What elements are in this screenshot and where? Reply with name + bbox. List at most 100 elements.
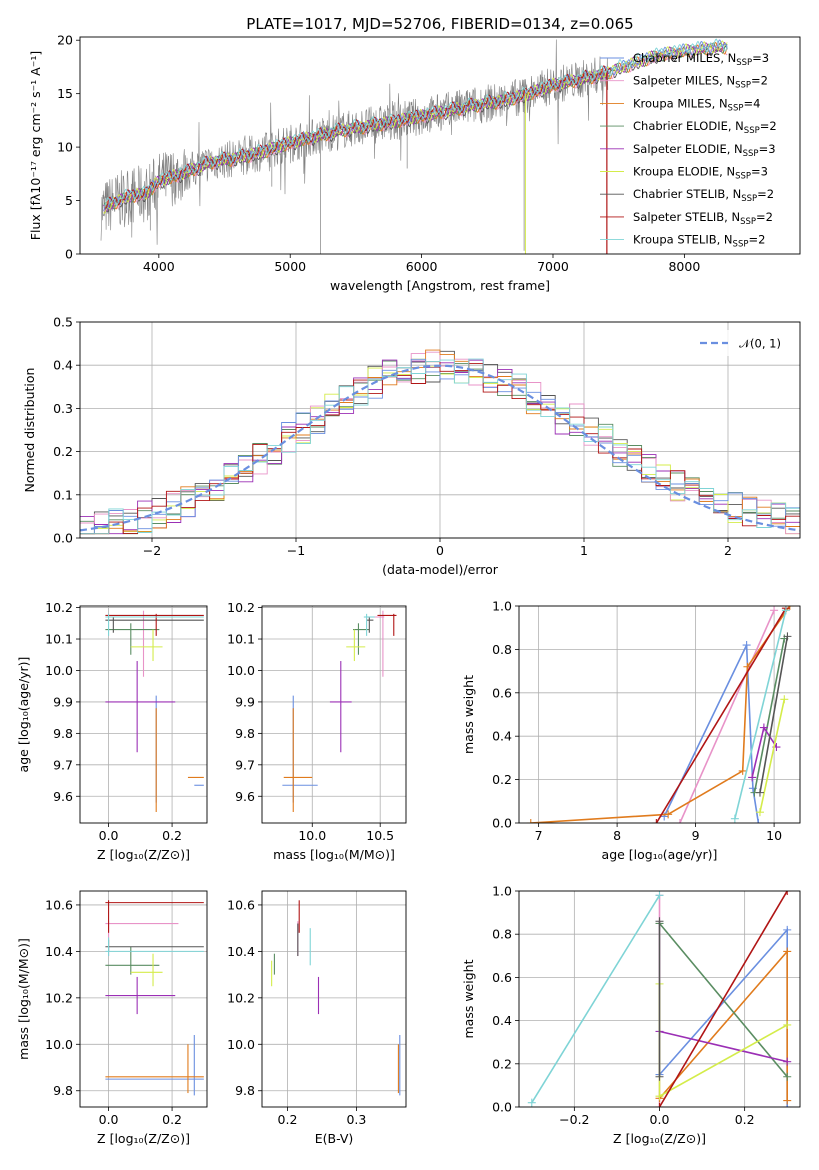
- error-bar-point-7: [105, 900, 204, 933]
- error-bar-point-8: [105, 937, 204, 957]
- x-tick-label: −0.2: [559, 1112, 589, 1127]
- x-axis-label: Z [log₁₀(Z/Z⊙)]: [97, 847, 190, 862]
- x-tick-label: 0.2: [162, 828, 182, 843]
- ticks: 7 8 9 10 0.0 0.2 0.4 0.6 0.8 1.0: [492, 599, 782, 844]
- axes-frame: [79, 605, 208, 824]
- plot-area: [527, 891, 792, 1107]
- legend-text: Chabrier ELODIE, N: [633, 119, 744, 133]
- axes-frame: [518, 890, 801, 1108]
- legend-subscript: SSP: [735, 81, 751, 91]
- x-tick-label: 0.0: [99, 1112, 119, 1127]
- legend-subscript: SSP: [735, 172, 751, 182]
- x-tick-label: 10.0: [298, 828, 326, 843]
- x-tick-label: 8000: [668, 259, 700, 274]
- legend-value: =2: [757, 187, 774, 201]
- legend-text: Salpeter MILES, N: [633, 74, 735, 88]
- y-axis-label: mass weight: [461, 675, 476, 754]
- weight-marker: [742, 641, 751, 650]
- legend-value: =3: [752, 51, 769, 65]
- y-tick-label: 0.6: [492, 970, 512, 985]
- y-tick-label: 5: [65, 193, 73, 208]
- y-tick-label: 10.4: [45, 944, 73, 959]
- ticks: 0.0 0.2 9.8 10.0 10.2 10.4 10.6: [45, 897, 182, 1127]
- weight-series-2: [658, 949, 788, 1101]
- weight-marker: [748, 773, 757, 782]
- model-spectrum-4: [103, 41, 728, 212]
- weight-marker: [527, 1098, 536, 1107]
- weight-marker: [759, 723, 768, 732]
- error-bar-point-4: [105, 661, 176, 753]
- legend-subscript: SSP: [733, 240, 749, 250]
- y-tick-label: 0.4: [53, 358, 73, 373]
- legend-label: Chabrier ELODIE, NSSP=2: [633, 119, 777, 136]
- y-tick-label: 1.0: [492, 884, 512, 899]
- legend-text: Chabrier STELIB, N: [633, 187, 741, 201]
- legend-label: Salpeter MILES, NSSP=2: [633, 74, 768, 91]
- plot-area: [526, 606, 794, 823]
- chart-title: PLATE=1017, MJD=52706, FIBERID=0134, z=0…: [246, 15, 633, 33]
- y-tick-label: 0.2: [492, 1056, 512, 1071]
- weight-marker: [783, 925, 792, 934]
- x-tick-label: 9: [692, 828, 700, 843]
- weight-series-1: [679, 609, 775, 823]
- error-bar-point-1: [105, 921, 179, 957]
- legend-subscript: SSP: [736, 58, 752, 68]
- weight-marker: [652, 819, 661, 823]
- y-tick-label: 9.8: [235, 1083, 255, 1098]
- weight-series-8: [734, 610, 787, 819]
- y-tick-label: 0: [65, 247, 73, 262]
- residual-histogram-8: [80, 358, 800, 535]
- weight-marker: [783, 1072, 792, 1081]
- y-tick-label: 9.8: [53, 726, 73, 741]
- plot-area: [80, 349, 800, 535]
- weight-series-7: [655, 607, 787, 823]
- model-spectrum-0: [103, 39, 728, 212]
- y-tick-label: 10.0: [45, 1037, 73, 1052]
- weight-marker: [755, 808, 764, 817]
- y-tick-label: 10.6: [45, 897, 73, 912]
- error-bar-point-7: [377, 613, 397, 636]
- y-tick-label: 10.0: [227, 1037, 255, 1052]
- x-tick-label: 0.0: [99, 828, 119, 843]
- ticks: 10.0 10.5 9.6 9.7 9.8 9.9 10.0 10.1 10.2: [227, 600, 394, 843]
- plot-area: [282, 610, 397, 812]
- grid: [519, 605, 800, 824]
- weight-marker: [781, 606, 790, 615]
- y-tick-label: 9.9: [235, 694, 255, 709]
- ticks: −2 −1 0 1 2 0.0 0.1 0.2 0.3 0.4 0.5: [53, 315, 732, 559]
- residual-histogram-0: [80, 358, 800, 535]
- y-tick-label: 0.2: [492, 772, 512, 787]
- y-tick-label: 9.7: [235, 757, 255, 772]
- x-axis-label: (data-model)/error: [382, 562, 499, 577]
- error-bar-point-5: [130, 953, 163, 987]
- x-tick-label: 0.0: [650, 1112, 670, 1127]
- plot-area: [100, 38, 728, 254]
- error-bar-point-0: [155, 695, 204, 803]
- x-tick-label: 0: [436, 543, 444, 558]
- x-axis-label: Z [log₁₀(Z/Z⊙)]: [613, 1131, 706, 1146]
- x-tick-label: 10: [766, 828, 782, 843]
- weight-marker: [655, 1103, 664, 1107]
- y-tick-label: 0.1: [53, 487, 73, 502]
- x-tick-label: −2: [143, 543, 161, 558]
- legend-value: =2: [760, 119, 777, 133]
- grid: [262, 891, 406, 1107]
- weight-series-6: [759, 636, 789, 793]
- x-tick-label: 7000: [537, 259, 569, 274]
- y-tick-label: 0.6: [492, 685, 512, 700]
- y-tick-label: 0.5: [53, 315, 73, 330]
- y-tick-label: 9.6: [235, 789, 255, 804]
- y-tick-label: 0.0: [492, 816, 512, 831]
- y-tick-label: 10.6: [227, 897, 255, 912]
- axes-frame: [261, 890, 407, 1108]
- weight-marker: [783, 1057, 792, 1066]
- y-tick-label: 0.0: [492, 1100, 512, 1115]
- legend-subscript: SSP: [744, 126, 760, 136]
- x-tick-label: 7: [535, 828, 543, 843]
- y-tick-label: 9.9: [53, 694, 73, 709]
- error-bar-point-5: [130, 629, 163, 662]
- legend-text: Kroupa ELODIE, N: [633, 165, 735, 179]
- legend-value: =3: [751, 165, 768, 179]
- x-tick-label: 0.2: [278, 1112, 298, 1127]
